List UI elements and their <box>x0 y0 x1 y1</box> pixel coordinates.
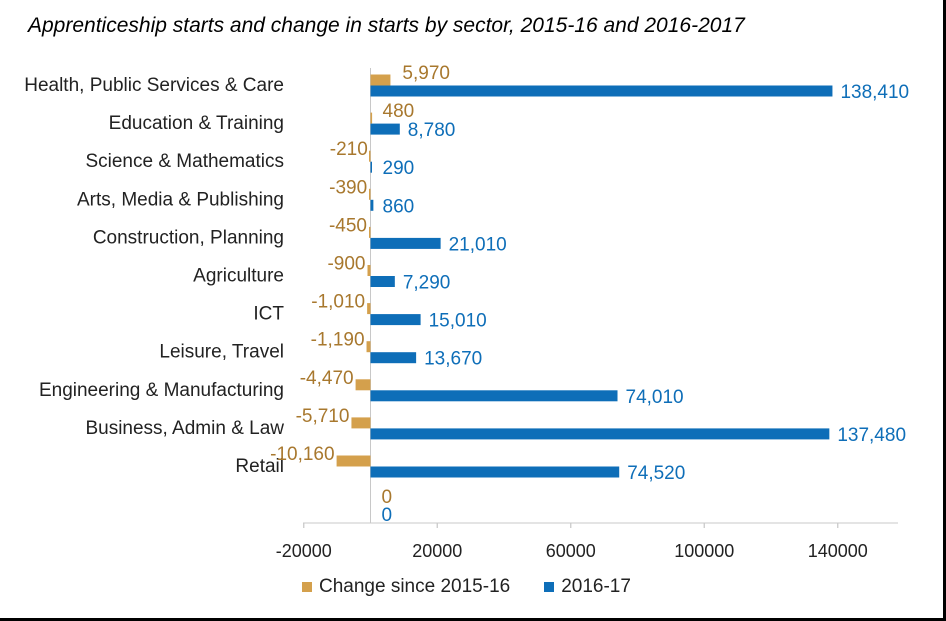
data-label-change: -10,160 <box>270 444 334 465</box>
data-label-current: 8,780 <box>408 120 456 141</box>
bar-change <box>370 74 391 86</box>
chart-title: Apprenticeship starts and change in star… <box>28 14 745 37</box>
bar-current <box>370 85 833 97</box>
category-label: Science & Mathematics <box>85 151 284 172</box>
bar-change <box>366 341 371 353</box>
category-label: Construction, Planning <box>93 227 284 248</box>
bar-change <box>355 379 371 391</box>
data-label-current: 13,670 <box>424 349 482 370</box>
bar-current <box>370 352 417 364</box>
data-label-change: -900 <box>327 254 365 275</box>
bar-current <box>370 466 620 478</box>
legend-item-change: Change since 2015-16 <box>302 576 510 598</box>
legend-label-current: 2016-17 <box>561 576 631 597</box>
category-label: Leisure, Travel <box>159 342 284 363</box>
x-tick-label: 60000 <box>546 541 596 561</box>
x-tick-label: 100000 <box>674 541 734 561</box>
data-label-current: 137,480 <box>837 425 906 446</box>
data-label-current: 7,290 <box>403 273 451 294</box>
data-label-current: 74,010 <box>626 387 684 408</box>
data-label-change: -1,190 <box>311 330 365 351</box>
chart-labels: Health, Public Services & Care 5,970 138,4… <box>24 63 909 526</box>
data-label-change: -390 <box>329 177 367 198</box>
chart-legend: Change since 2015-16 2016-17 <box>302 576 631 598</box>
bar-change <box>369 188 371 200</box>
data-label-current: 138,410 <box>840 82 909 103</box>
data-label-current: 0 <box>382 505 393 526</box>
bar-current <box>370 390 618 402</box>
data-label-change: -5,710 <box>296 406 350 427</box>
data-label-current: 290 <box>383 158 415 179</box>
bar-current <box>370 314 421 326</box>
bar-change <box>370 112 373 124</box>
data-label-change: -4,470 <box>300 368 354 389</box>
bar-current <box>370 428 830 440</box>
category-label: Engineering & Manufacturing <box>39 380 284 401</box>
bar-change <box>368 226 371 238</box>
bar-current <box>370 123 400 135</box>
category-label: Arts, Media & Publishing <box>77 189 284 210</box>
data-label-current: 15,010 <box>429 311 487 332</box>
bar-change <box>336 455 371 467</box>
bar-change <box>367 303 371 315</box>
legend-item-current: 2016-17 <box>544 576 631 598</box>
data-label-change: -210 <box>330 139 368 160</box>
category-label: ICT <box>253 304 284 325</box>
legend-swatch-change <box>302 582 312 592</box>
bar-current <box>370 199 374 211</box>
category-label: Retail <box>235 456 284 477</box>
data-label-change: -1,010 <box>311 292 365 313</box>
bar-current <box>370 161 372 173</box>
bar-change <box>351 417 371 429</box>
x-tick-label: -20000 <box>276 541 332 561</box>
category-label: Health, Public Services & Care <box>24 75 284 96</box>
bar-change <box>367 265 371 276</box>
x-tick-label: 20000 <box>412 541 462 561</box>
data-label-current: 21,010 <box>449 234 507 255</box>
chart-bars <box>336 74 833 478</box>
data-label-current: 860 <box>383 196 415 217</box>
bar-current <box>370 276 395 287</box>
legend-label-change: Change since 2015-16 <box>319 576 511 597</box>
category-label: Business, Admin & Law <box>85 418 284 439</box>
bar-change <box>369 150 371 162</box>
data-label-current: 74,520 <box>627 463 685 484</box>
category-label: Agriculture <box>193 266 284 287</box>
data-label-change: 480 <box>383 101 415 122</box>
legend-swatch-current <box>544 582 555 592</box>
data-label-change: -450 <box>329 215 367 236</box>
data-label-change: 0 <box>382 487 393 508</box>
bar-current <box>370 237 441 249</box>
x-tick-label: 140000 <box>808 541 868 561</box>
chart-axes: -20000 20000 60000 100000 140000 <box>276 68 898 561</box>
category-label: Education & Training <box>109 113 284 134</box>
data-label-change: 5,970 <box>402 63 450 84</box>
